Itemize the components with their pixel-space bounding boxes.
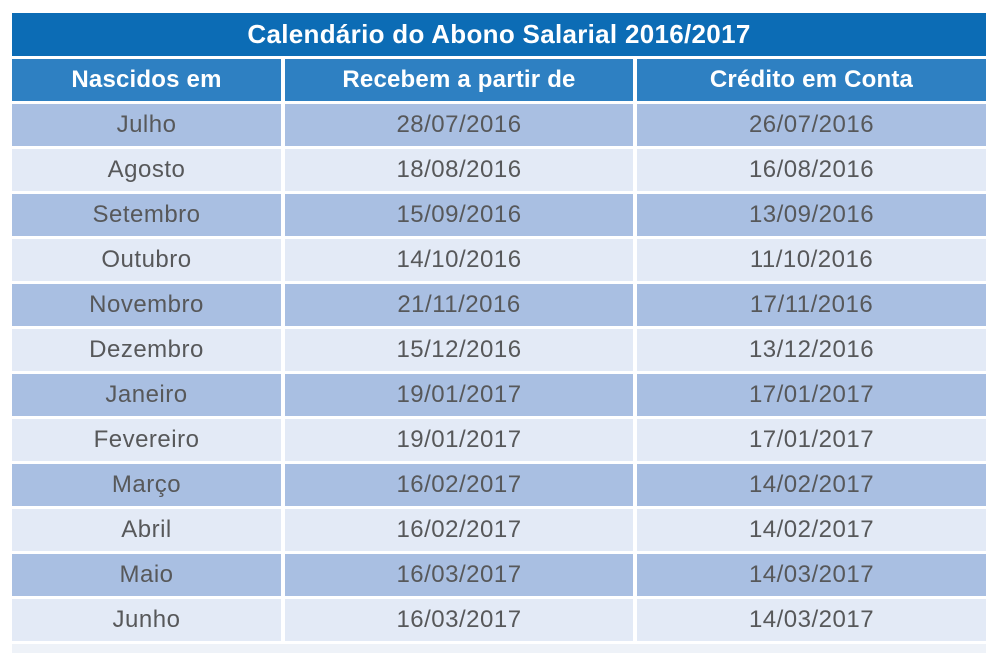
receive-date-cell: 16/03/2017 <box>285 554 633 596</box>
month-cell: Fevereiro <box>12 419 281 461</box>
receive-date-cell: 16/03/2017 <box>285 599 633 641</box>
receive-date-cell: 15/09/2016 <box>285 194 633 236</box>
table-row: Fevereiro 19/01/2017 17/01/2017 <box>12 419 986 461</box>
month-cell: Março <box>12 464 281 506</box>
table-row: Abril 16/02/2017 14/02/2017 <box>12 509 986 551</box>
credit-date-cell: 14/03/2017 <box>637 554 986 596</box>
abono-salarial-calendar-table: Calendário do Abono Salarial 2016/2017 N… <box>12 13 986 653</box>
table-row: Janeiro 19/01/2017 17/01/2017 <box>12 374 986 416</box>
table-body: Julho 28/07/2016 26/07/2016 Agosto 18/08… <box>12 104 986 641</box>
table-header-row: Nascidos em Recebem a partir de Crédito … <box>12 59 986 101</box>
credit-date-cell: 13/09/2016 <box>637 194 986 236</box>
month-cell: Novembro <box>12 284 281 326</box>
table-row: Setembro 15/09/2016 13/09/2016 <box>12 194 986 236</box>
credit-date-cell: 11/10/2016 <box>637 239 986 281</box>
receive-date-cell: 18/08/2016 <box>285 149 633 191</box>
month-cell: Setembro <box>12 194 281 236</box>
column-header-recebem-a-partir-de: Recebem a partir de <box>285 59 633 101</box>
month-cell: Maio <box>12 554 281 596</box>
credit-date-cell: 17/01/2017 <box>637 374 986 416</box>
credit-date-cell: 14/03/2017 <box>637 599 986 641</box>
table-bottom-strip <box>12 644 986 653</box>
table-row: Dezembro 15/12/2016 13/12/2016 <box>12 329 986 371</box>
receive-date-cell: 28/07/2016 <box>285 104 633 146</box>
table-row: Março 16/02/2017 14/02/2017 <box>12 464 986 506</box>
table-row: Junho 16/03/2017 14/03/2017 <box>12 599 986 641</box>
month-cell: Dezembro <box>12 329 281 371</box>
month-cell: Janeiro <box>12 374 281 416</box>
credit-date-cell: 17/01/2017 <box>637 419 986 461</box>
credit-date-cell: 17/11/2016 <box>637 284 986 326</box>
month-cell: Agosto <box>12 149 281 191</box>
receive-date-cell: 14/10/2016 <box>285 239 633 281</box>
table-row: Outubro 14/10/2016 11/10/2016 <box>12 239 986 281</box>
credit-date-cell: 16/08/2016 <box>637 149 986 191</box>
credit-date-cell: 14/02/2017 <box>637 509 986 551</box>
receive-date-cell: 16/02/2017 <box>285 464 633 506</box>
receive-date-cell: 16/02/2017 <box>285 509 633 551</box>
receive-date-cell: 15/12/2016 <box>285 329 633 371</box>
credit-date-cell: 26/07/2016 <box>637 104 986 146</box>
table-row: Novembro 21/11/2016 17/11/2016 <box>12 284 986 326</box>
column-header-credito-em-conta: Crédito em Conta <box>637 59 986 101</box>
month-cell: Outubro <box>12 239 281 281</box>
month-cell: Junho <box>12 599 281 641</box>
month-cell: Abril <box>12 509 281 551</box>
table-row: Julho 28/07/2016 26/07/2016 <box>12 104 986 146</box>
column-header-nascidos-em: Nascidos em <box>12 59 281 101</box>
table-row: Agosto 18/08/2016 16/08/2016 <box>12 149 986 191</box>
receive-date-cell: 21/11/2016 <box>285 284 633 326</box>
credit-date-cell: 13/12/2016 <box>637 329 986 371</box>
month-cell: Julho <box>12 104 281 146</box>
table-row: Maio 16/03/2017 14/03/2017 <box>12 554 986 596</box>
credit-date-cell: 14/02/2017 <box>637 464 986 506</box>
receive-date-cell: 19/01/2017 <box>285 374 633 416</box>
receive-date-cell: 19/01/2017 <box>285 419 633 461</box>
table-title: Calendário do Abono Salarial 2016/2017 <box>12 13 986 56</box>
